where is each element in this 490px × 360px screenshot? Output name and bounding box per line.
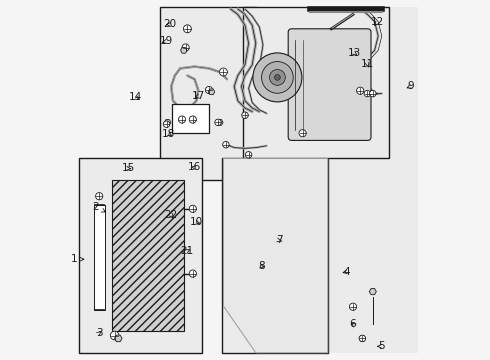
Circle shape	[163, 121, 170, 127]
Text: 11: 11	[361, 59, 374, 69]
Circle shape	[222, 141, 229, 148]
Bar	[160, 7, 256, 180]
Text: 22: 22	[165, 210, 178, 220]
Text: 4: 4	[343, 267, 350, 277]
Text: 7: 7	[276, 235, 283, 246]
Circle shape	[183, 25, 192, 33]
Bar	[79, 158, 202, 353]
Circle shape	[215, 119, 221, 126]
Text: 1: 1	[71, 254, 84, 264]
Text: 18: 18	[162, 129, 175, 139]
Polygon shape	[164, 120, 171, 125]
Bar	[221, 158, 328, 353]
Circle shape	[299, 130, 306, 137]
Polygon shape	[217, 120, 223, 125]
Bar	[172, 104, 209, 133]
Text: 12: 12	[371, 17, 384, 27]
Text: 20: 20	[164, 19, 177, 30]
Circle shape	[220, 68, 227, 76]
Text: 3: 3	[96, 328, 102, 338]
Circle shape	[253, 53, 302, 102]
Circle shape	[189, 205, 196, 212]
Text: 6: 6	[350, 319, 356, 329]
Text: 8: 8	[258, 261, 265, 271]
Circle shape	[205, 86, 213, 94]
Text: 9: 9	[407, 81, 414, 91]
Polygon shape	[223, 158, 328, 353]
Circle shape	[178, 116, 186, 123]
Text: 10: 10	[190, 217, 203, 228]
Text: 21: 21	[180, 246, 194, 256]
Text: 16: 16	[188, 162, 201, 172]
Circle shape	[189, 116, 196, 123]
Bar	[243, 7, 389, 158]
Polygon shape	[180, 48, 187, 53]
Circle shape	[262, 62, 293, 93]
Polygon shape	[115, 335, 122, 342]
Circle shape	[369, 90, 376, 97]
Polygon shape	[369, 289, 376, 294]
Polygon shape	[208, 89, 215, 95]
Circle shape	[357, 87, 364, 94]
Bar	[324, 7, 418, 353]
Circle shape	[364, 90, 370, 97]
Circle shape	[242, 112, 248, 118]
Text: 17: 17	[192, 91, 205, 102]
Circle shape	[110, 331, 119, 340]
Circle shape	[359, 335, 366, 342]
Circle shape	[182, 44, 189, 51]
Circle shape	[189, 270, 196, 277]
Text: 19: 19	[160, 36, 173, 46]
Circle shape	[270, 69, 285, 85]
Circle shape	[96, 193, 103, 200]
Text: 5: 5	[378, 341, 384, 351]
Bar	[94, 205, 104, 310]
Text: 14: 14	[128, 92, 142, 102]
Circle shape	[245, 152, 252, 158]
Circle shape	[274, 75, 280, 80]
Text: 15: 15	[122, 163, 135, 174]
Bar	[112, 180, 184, 331]
Circle shape	[349, 303, 357, 310]
Polygon shape	[359, 336, 366, 341]
Text: 13: 13	[348, 48, 361, 58]
Text: 2: 2	[92, 202, 105, 212]
FancyBboxPatch shape	[288, 29, 371, 140]
